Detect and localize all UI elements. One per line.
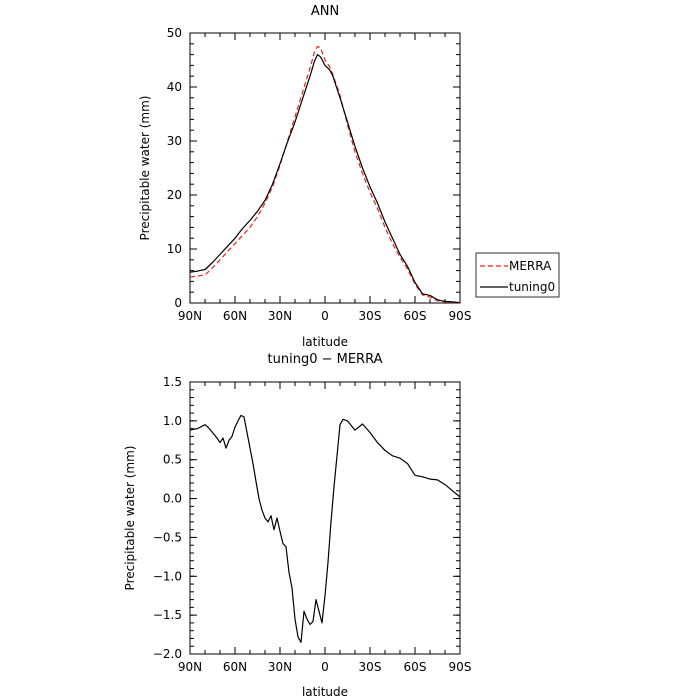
plot-frame (189, 381, 461, 655)
y-tick-label: 40 (167, 80, 182, 94)
y-tick-label: 20 (167, 188, 182, 202)
x-tick-label: 60S (404, 309, 427, 323)
x-tick-label: 60N (223, 660, 247, 674)
x-tick-label: 30N (268, 660, 292, 674)
x-tick-label: 0 (321, 309, 329, 323)
tick-marks: 90N 60N 30N 0 30S 60S 90S 0 10 20 30 40 50 (167, 26, 472, 323)
plot-frame (189, 32, 461, 304)
x-tick-label: 60S (404, 660, 427, 674)
x-tick-label: 90S (449, 660, 472, 674)
series-line-merra (189, 45, 461, 304)
y-tick-label: 30 (167, 134, 182, 148)
legend: MERRA tuning0 (475, 252, 560, 298)
x-tick-label: 30S (359, 660, 382, 674)
y-tick-label: 1.5 (163, 375, 182, 389)
y-axis-label: Precipitable water (mm) (123, 446, 137, 591)
y-tick-label: −0.5 (153, 530, 182, 544)
legend-box (475, 252, 560, 298)
x-tick-label: 0 (321, 660, 329, 674)
x-tick-label: 30S (359, 309, 382, 323)
chart-title: ANN (311, 4, 339, 19)
y-tick-label: 50 (167, 26, 182, 40)
y-tick-label: 10 (167, 242, 182, 256)
top-chart: ANN 90N 60N 30N 0 30S 60S 90S 0 10 20 30 40 50 latit… (138, 4, 560, 349)
x-axis-label: latitude (302, 335, 348, 349)
series-lines (189, 45, 461, 304)
legend-label-merra: MERRA (509, 259, 552, 273)
legend-label-tuning0: tuning0 (509, 280, 555, 294)
x-tick-label: 90N (178, 309, 202, 323)
x-axis-label: latitude (302, 685, 348, 699)
series-line-difference (189, 414, 461, 643)
series-lines (189, 414, 461, 643)
y-tick-label: −1.0 (153, 569, 182, 583)
y-tick-label: −1.5 (153, 608, 182, 622)
x-tick-label: 60N (223, 309, 247, 323)
y-tick-label: 0 (174, 296, 182, 310)
chart-title: tuning0 − MERRA (268, 352, 383, 367)
y-axis-label: Precipitable water (mm) (138, 96, 152, 241)
series-line-tuning0 (189, 53, 461, 304)
tick-marks: 90N 60N 30N 0 30S 60S 90S 1.5 1.0 0.5 0.0 −0.5 −1.0 −… (153, 375, 472, 674)
bottom-chart: tuning0 − MERRA 90N 60N 30N 0 30S 60S 90S 1.5 1.… (123, 352, 471, 699)
x-tick-label: 90S (449, 309, 472, 323)
x-tick-label: 30N (268, 309, 292, 323)
y-tick-label: 1.0 (163, 414, 182, 428)
y-tick-label: 0.5 (163, 453, 182, 467)
x-tick-label: 90N (178, 660, 202, 674)
y-tick-label: 0.0 (163, 492, 182, 506)
y-tick-label: −2.0 (153, 647, 182, 661)
